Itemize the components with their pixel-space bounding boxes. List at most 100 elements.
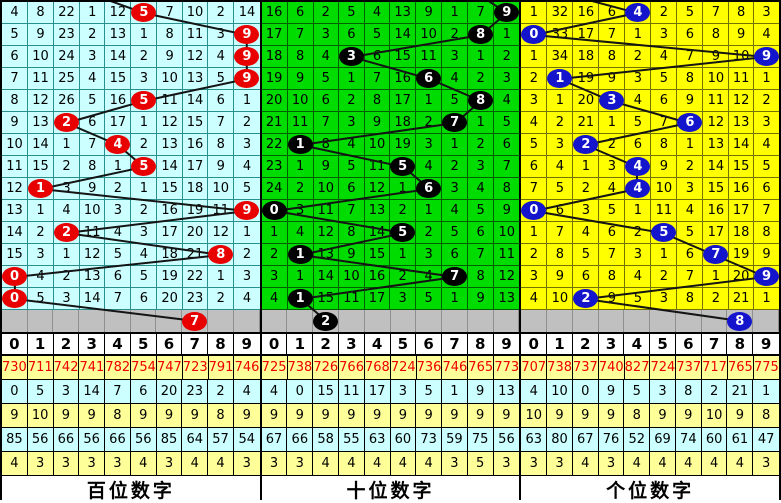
chart-cell: 12	[494, 266, 520, 288]
chart-cell: 6	[80, 112, 106, 134]
stat-cell: 74	[675, 428, 702, 452]
stat-cell: 773	[494, 356, 520, 380]
hundreds-panel: 4 8 22 1 12 5 7 10 2 14 5 9 23 2 13 1 8 11 3 9 6 10 24 3 14 2 9 12 4…	[2, 2, 260, 503]
chart-cell: 19	[729, 244, 755, 266]
units-plot: 1 32 16 6 4 2 5 7 8 3 0 33 17 7 1 3 6 8 9 4 1 34 18 8 2 4 7 9 10 9 2 1 1…	[521, 2, 780, 332]
chart-cell: 14	[234, 2, 260, 24]
drawn-digit-marker: 4	[625, 3, 651, 22]
latest-row-cell	[262, 310, 288, 332]
stat-cell: 9	[338, 404, 365, 428]
chart-cell: 3	[468, 156, 495, 178]
chart-cell: 6	[105, 266, 132, 288]
chart-cell: 19	[573, 68, 600, 90]
chart-cell: 11	[157, 90, 183, 112]
chart-cell: 8	[494, 178, 520, 200]
chart-cell: 6	[754, 178, 780, 200]
chart-cell: 5	[131, 2, 158, 24]
chart-cell: 10	[651, 178, 678, 200]
chart-cell: 13	[494, 288, 520, 310]
stat-cell: 9	[675, 404, 702, 428]
chart-cell: 0	[2, 288, 28, 310]
chart-cell: 7	[677, 266, 704, 288]
stat-row: 85 56 66 56 66 56 85 64 57 54	[2, 428, 260, 452]
chart-cell: 34	[547, 46, 574, 68]
chart-cell: 12	[28, 90, 54, 112]
chart-cell: 2	[754, 90, 780, 112]
chart-cell: 7	[547, 222, 574, 244]
hundreds-plot: 4 8 22 1 12 5 7 10 2 14 5 9 23 2 13 1 8 11 3 9 6 10 24 3 14 2 9 12 4…	[2, 2, 260, 332]
chart-cell: 8	[468, 266, 495, 288]
stat-cell: 5	[27, 380, 54, 404]
chart-cell: 1	[521, 46, 548, 68]
chart-cell: 4	[442, 200, 469, 222]
chart-cell: 5	[754, 156, 780, 178]
stat-cell: 9	[79, 404, 106, 428]
chart-cell: 11	[703, 90, 730, 112]
chart-cell: 4	[651, 46, 678, 68]
chart-cell: 5	[625, 112, 652, 134]
chart-cell: 7	[313, 112, 339, 134]
stat-cell: 9	[493, 404, 520, 428]
tens-grid: 16 6 2 5 4 13 9 1 7 9 17 7 3 6 5 14 10 2 8 1 18 8 4 3 6 15 11 3 1 2 19…	[261, 2, 520, 310]
chart-cell: 1	[599, 112, 626, 134]
chart-cell: 13	[729, 112, 755, 134]
stat-cell: 4	[233, 380, 260, 404]
chart-cell: 9	[547, 266, 574, 288]
chart-cell: 22	[182, 266, 209, 288]
stat-cell: 707	[521, 356, 548, 380]
chart-cell: 12	[105, 2, 132, 24]
stat-cell: 63	[521, 428, 548, 452]
stat-cell: 58	[313, 428, 339, 452]
chart-cell: 3	[54, 288, 80, 310]
chart-cell: 11	[208, 200, 235, 222]
drawn-digit-marker: 0	[261, 201, 287, 220]
chart-cell: 0	[521, 24, 548, 46]
stat-cell: 64	[182, 428, 209, 452]
chart-cell: 3	[105, 200, 132, 222]
stat-cell: 61	[727, 428, 754, 452]
chart-cell: 10	[416, 24, 443, 46]
chart-cell: 3	[261, 266, 288, 288]
chart-cell: 1	[287, 134, 314, 156]
chart-cell: 6	[131, 288, 158, 310]
chart-cell: 5	[651, 68, 678, 90]
chart-cell: 18	[157, 244, 183, 266]
chart-cell: 13	[364, 200, 391, 222]
chart-cell: 4	[625, 178, 652, 200]
latest-row-cell	[442, 310, 468, 332]
chart-cell: 5	[131, 90, 158, 112]
chart-cell: 5	[105, 244, 132, 266]
chart-cell: 23	[182, 288, 209, 310]
chart-cell: 15	[364, 244, 391, 266]
drawn-digit-marker: 6	[416, 69, 442, 88]
digit-header-cell: 2	[54, 334, 80, 354]
digit-header-cell: 0	[262, 334, 288, 354]
stat-cell: 4	[261, 380, 288, 404]
drawn-digit-marker: 0	[521, 25, 547, 44]
chart-cell: 3	[547, 134, 574, 156]
stat-cell: 738	[287, 356, 314, 380]
chart-cell: 4	[261, 288, 288, 310]
chart-cell: 5	[677, 2, 704, 24]
chart-cell: 5	[521, 134, 548, 156]
chart-cell: 6	[313, 90, 339, 112]
drawn-digit-marker: 6	[416, 179, 442, 198]
chart-cell: 16	[729, 178, 755, 200]
chart-cell: 7	[105, 288, 132, 310]
chart-cell: 2	[131, 46, 158, 68]
chart-cell: 1	[208, 266, 235, 288]
chart-cell: 5	[313, 68, 339, 90]
chart-cell: 17	[261, 24, 288, 46]
drawn-digit-marker: 5	[651, 223, 677, 242]
chart-cell: 14	[313, 266, 339, 288]
stat-cell: 746	[234, 356, 260, 380]
stat-cell: 63	[364, 428, 391, 452]
stat-cell: 724	[390, 356, 417, 380]
chart-cell: 1	[703, 266, 730, 288]
chart-cell: 5	[677, 222, 704, 244]
chart-cell: 21	[182, 244, 209, 266]
chart-cell: 2	[208, 2, 235, 24]
chart-cell: 3	[625, 244, 652, 266]
drawn-digit-marker: 5	[131, 157, 157, 176]
